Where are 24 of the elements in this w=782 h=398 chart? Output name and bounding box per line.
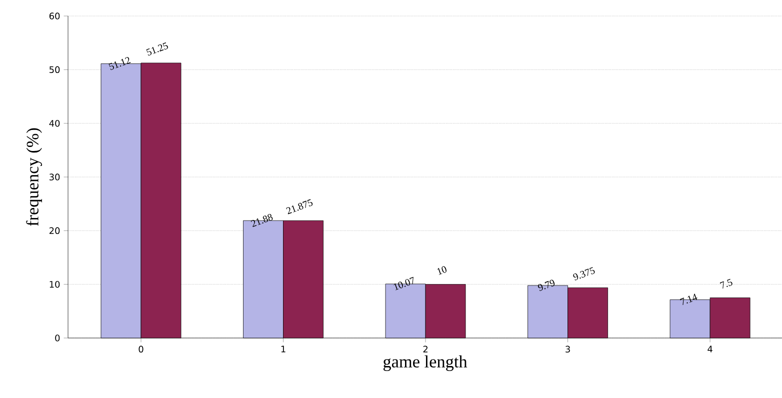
data-label: 51.12 (108, 57, 131, 70)
y-tick-label: 30 (50, 174, 60, 180)
x-tick-label: 0 (138, 346, 144, 353)
y-tick-label: 0 (55, 334, 60, 342)
data-label: 9.79 (538, 280, 555, 291)
y-tick-label: 10 (50, 280, 60, 288)
data-label: 51.25 (146, 42, 168, 56)
data-label: 10.07 (394, 276, 414, 290)
x-axis-title: game length (383, 355, 468, 372)
y-tick-label: 60 (49, 12, 60, 20)
x-tick-label: 4 (708, 346, 712, 352)
data-label: 10 (437, 266, 446, 275)
y-tick-label: 40 (49, 120, 60, 127)
y-tick-label: 20 (50, 227, 60, 234)
y-tick-label: 50 (50, 66, 60, 74)
x-tick-label: 3 (566, 346, 570, 353)
data-label: 9.375 (573, 267, 595, 280)
data-label: 21.875 (286, 199, 313, 214)
data-label: 21.88 (250, 214, 273, 228)
x-tick-label: 2 (423, 346, 428, 352)
data-label: 7.5 (720, 278, 732, 289)
x-tick-label: 1 (281, 346, 286, 352)
data-label: 7.14 (680, 294, 698, 306)
y-axis-title: frequency (%) (26, 128, 42, 226)
